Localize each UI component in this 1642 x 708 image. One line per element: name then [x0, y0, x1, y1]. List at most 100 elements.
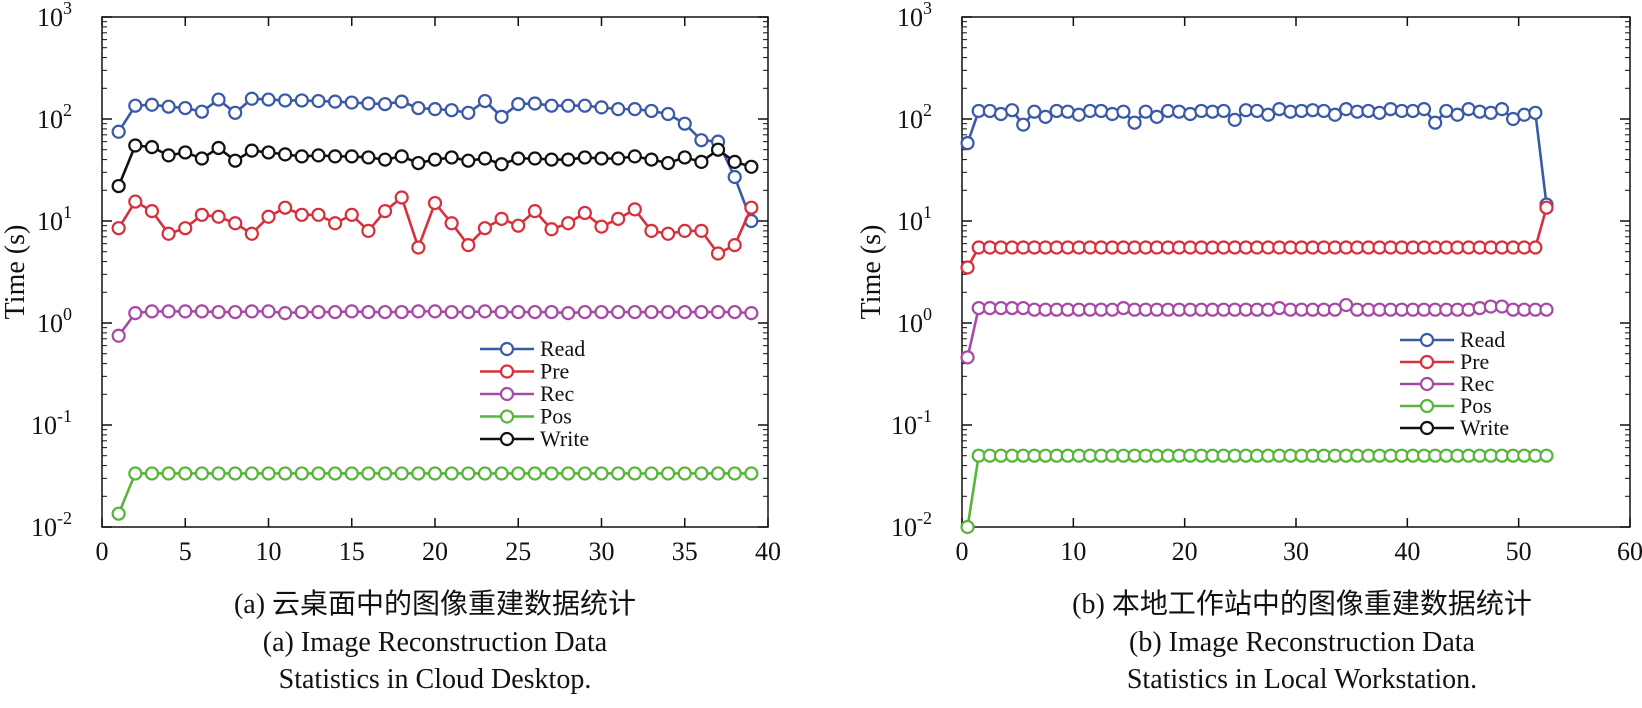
point-read	[444, 103, 459, 118]
point-read	[1004, 103, 1020, 118]
point-rec	[361, 304, 376, 320]
point-pos	[161, 466, 176, 481]
point-write	[361, 150, 376, 165]
point-rec	[627, 304, 642, 320]
point-rec	[1261, 302, 1276, 317]
y-tick-label: 101	[897, 202, 932, 236]
point-pre	[128, 194, 143, 209]
legend-marker-pre	[1419, 354, 1435, 370]
y-tick-label: 100	[37, 304, 72, 338]
point-pre	[294, 207, 309, 222]
point-rec	[461, 304, 476, 320]
point-rec	[1472, 300, 1487, 316]
point-pos	[461, 466, 476, 481]
point-read	[594, 100, 609, 115]
point-pre	[644, 223, 659, 238]
y-tick-label: 103	[37, 0, 72, 32]
point-write	[394, 149, 409, 164]
point-rec	[710, 304, 726, 320]
point-rec	[694, 304, 709, 320]
point-read	[477, 93, 493, 109]
point-rec	[128, 306, 143, 321]
x-tick-label: 10	[256, 537, 282, 566]
point-rec	[427, 304, 443, 319]
point-pos	[361, 466, 376, 481]
legend-label-rec: Rec	[1460, 371, 1494, 396]
point-read	[1405, 103, 1421, 119]
point-pos	[128, 466, 143, 481]
point-rec	[527, 304, 543, 320]
point-pre	[444, 216, 459, 231]
point-read	[461, 105, 476, 120]
point-rec	[727, 304, 742, 320]
point-rec	[311, 304, 326, 320]
point-write	[544, 152, 559, 167]
y-tick-label: 102	[897, 100, 932, 134]
chart-a: 0 5 10 15 20 25 30 35 40 10-2 10-1 100 101 102 103 Time…	[0, 0, 781, 695]
caption-a: (a) 云桌面中的图像重建数据统计	[234, 588, 636, 620]
point-read	[1416, 102, 1432, 117]
y-tick-label: 10-2	[891, 508, 932, 542]
point-pre	[244, 226, 259, 241]
point-read	[1272, 102, 1287, 117]
point-pre	[710, 246, 726, 261]
point-write	[244, 143, 259, 158]
point-pre	[611, 211, 626, 226]
point-read	[544, 98, 559, 113]
point-pos	[178, 466, 193, 481]
point-rec	[1539, 302, 1554, 317]
point-read	[1361, 103, 1376, 119]
point-pos	[627, 466, 642, 481]
point-rec	[744, 306, 759, 321]
point-pre	[744, 200, 759, 215]
point-write	[228, 153, 243, 168]
point-read	[527, 96, 543, 111]
point-read	[1138, 104, 1153, 119]
point-pre	[194, 207, 209, 222]
series-group-a	[111, 91, 759, 521]
point-read	[1027, 104, 1042, 119]
point-rec	[377, 304, 393, 320]
point-read	[1517, 107, 1532, 122]
point-rec	[178, 304, 193, 319]
series-line-pos	[966, 454, 1547, 528]
point-pos	[727, 466, 742, 481]
y-tick-label: 101	[37, 202, 72, 236]
legend-label-write: Write	[540, 426, 589, 451]
point-pos	[377, 466, 393, 481]
y-axis-label-a: Time (s)	[0, 225, 31, 320]
point-rec	[278, 306, 293, 321]
point-rec	[328, 304, 343, 320]
point-pos	[294, 466, 309, 481]
point-read	[1327, 107, 1343, 122]
point-read	[1494, 102, 1510, 117]
point-write	[494, 157, 509, 172]
point-rec	[1461, 302, 1476, 317]
point-write	[178, 145, 193, 160]
point-pre	[627, 202, 642, 217]
x-tick-label: 20	[422, 537, 448, 566]
point-read	[1383, 102, 1398, 117]
point-pre	[411, 240, 426, 255]
point-read	[1528, 105, 1543, 120]
point-write	[194, 151, 209, 166]
point-read	[1338, 102, 1354, 117]
point-rec	[161, 304, 176, 319]
point-read	[727, 169, 742, 185]
point-write	[627, 149, 642, 164]
legend-label-write: Write	[1460, 415, 1509, 440]
legend-label-pos: Pos	[540, 404, 572, 429]
point-pos	[261, 466, 276, 481]
x-tick-label: 30	[589, 537, 615, 566]
point-pos	[394, 466, 409, 481]
point-pos	[144, 466, 160, 481]
x-axis-a: 0 5 10 15 20 25 30 35 40	[96, 17, 781, 566]
chart-b: 0 10 20 30 40 50 60 10-2 10-1 100 101 102 103 Time (s…	[856, 0, 1642, 695]
point-pre	[228, 216, 243, 231]
point-write	[294, 149, 309, 164]
y-tick-label: 100	[897, 304, 932, 338]
point-rec	[594, 304, 609, 320]
point-rec	[577, 304, 592, 320]
point-pre	[1528, 240, 1543, 255]
point-write	[161, 148, 176, 163]
